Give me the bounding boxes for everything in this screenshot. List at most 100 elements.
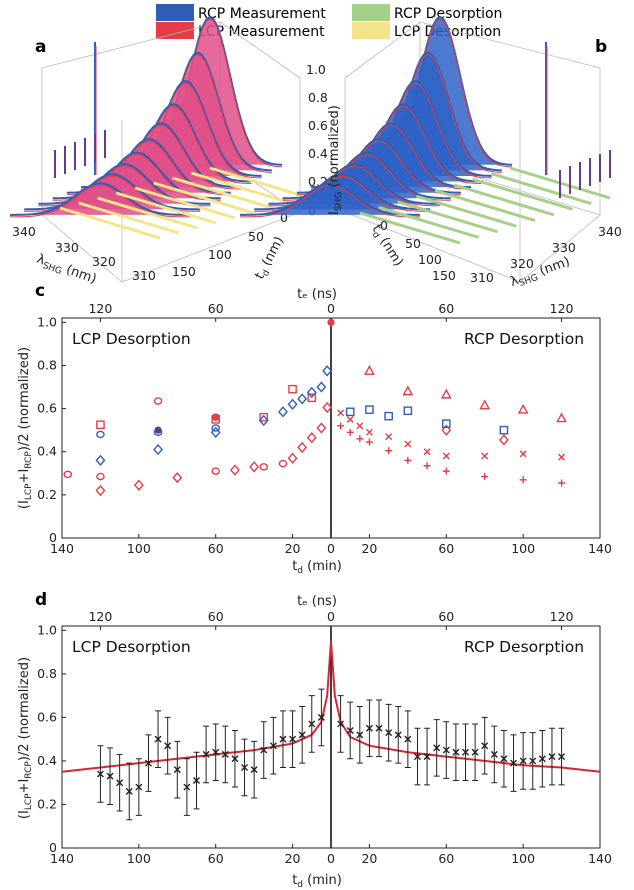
desorption-stripe xyxy=(490,172,592,206)
data-point-x xyxy=(173,766,181,774)
data-point-diamond xyxy=(172,471,183,484)
x-tick-label: 20 xyxy=(361,541,377,556)
data-point-square xyxy=(345,407,355,417)
panel-d-axes: 140 100 60 20 0 20 60 100 140 120 60 0 60 120 0 0.2 0.4 0… xyxy=(37,609,612,866)
data-point-diamond xyxy=(316,381,327,393)
data-point-x xyxy=(413,753,421,761)
panel-c-label: c xyxy=(35,281,45,301)
data-point-x xyxy=(356,422,364,430)
spectrum-fill xyxy=(240,183,420,215)
data-point-x xyxy=(202,750,210,758)
data-point-plus xyxy=(404,456,412,464)
top-tick-label: 0 xyxy=(327,301,335,316)
panel-b-lambda-tick: 320 xyxy=(510,256,534,271)
data-point-circle xyxy=(153,397,163,405)
panel-a-label: a xyxy=(35,37,46,57)
x-tick-label: 0 xyxy=(327,851,335,866)
data-point-x xyxy=(404,735,412,743)
data-point-plus xyxy=(356,435,364,443)
data-point-triangle xyxy=(402,385,414,396)
data-point-triangle xyxy=(517,403,529,414)
x-tick-label: 20 xyxy=(361,851,377,866)
data-point-diamond xyxy=(249,461,260,473)
data-point-x xyxy=(452,748,460,756)
data-point-square xyxy=(403,406,413,416)
top-tick-label: 120 xyxy=(88,609,112,624)
panel-b-label: b xyxy=(595,37,607,57)
data-point-x xyxy=(490,750,498,758)
data-point-x xyxy=(212,748,220,756)
panel-a-td-tick: 0 xyxy=(280,210,288,225)
x-tick-label: 60 xyxy=(438,851,454,866)
data-point-x xyxy=(337,720,345,728)
y-tick-label: 0.4 xyxy=(37,753,57,768)
data-point-triangle xyxy=(364,364,375,375)
data-point-x xyxy=(481,452,489,460)
data-point-x xyxy=(442,746,450,754)
top-tick-label: 120 xyxy=(550,609,574,624)
desorption-stripe xyxy=(153,181,255,215)
data-point-plus xyxy=(365,438,373,446)
panel-a-lambda-tick: 320 xyxy=(92,254,116,269)
data-point-triangle xyxy=(440,388,452,399)
data-point-x xyxy=(510,759,518,767)
legend: RCP Measurement LCP Measurement RCP Deso… xyxy=(156,4,502,40)
data-point-x xyxy=(193,777,200,785)
panel-b-td-tick: 100 xyxy=(418,252,442,267)
x-tick-label: 100 xyxy=(511,541,535,556)
y-tick-label: 0.2 xyxy=(37,796,57,811)
panel-b-lambda-tick: 340 xyxy=(598,224,622,239)
data-point-x xyxy=(298,731,306,739)
y-tick-label: 0.8 xyxy=(37,357,57,372)
desorption-stripe xyxy=(78,201,180,235)
data-point-x xyxy=(404,440,412,448)
panel-a: a 0 0.2 0.4 0.6 0.8 1.0 0 50 100 150 td … xyxy=(10,15,328,287)
x-tick-label: 20 xyxy=(285,541,301,556)
panel-c-data-points xyxy=(63,318,567,497)
panel-d-data-points xyxy=(96,688,566,821)
data-point-x xyxy=(519,757,527,765)
data-point-circle xyxy=(211,467,221,475)
data-point-x xyxy=(538,755,546,763)
data-point-diamond xyxy=(297,441,308,454)
y-tick-label: 0 xyxy=(49,840,57,855)
data-point-x xyxy=(394,731,402,739)
panel-a-z-tick: 0.4 xyxy=(308,146,328,161)
panel-b-spectra xyxy=(240,15,611,245)
desorption-stripe xyxy=(359,211,461,245)
spectrum-line-rcp xyxy=(240,182,420,216)
desorption-stripe xyxy=(97,196,198,230)
data-point-x xyxy=(221,750,229,758)
data-point-diamond xyxy=(230,464,240,476)
top-tick-label: 60 xyxy=(438,609,454,624)
data-point-x xyxy=(558,753,566,761)
data-point-diamond xyxy=(306,432,317,444)
panel-b-z-axis-label: ISHG (normalized) xyxy=(327,105,344,215)
panel-b-td-ticks: 0 50 100 150 xyxy=(380,218,456,283)
data-point-x xyxy=(337,409,345,417)
data-point-plus xyxy=(442,467,450,475)
data-point-x xyxy=(346,415,354,423)
data-point-diamond xyxy=(287,398,298,410)
data-point-square xyxy=(499,425,509,435)
panel-c-rcp-region-label: RCP Desorption xyxy=(464,330,584,348)
data-point-x xyxy=(500,755,508,763)
panel-b-td-tick: 0 xyxy=(380,218,388,233)
panel-b-lambda-tick: 330 xyxy=(552,240,576,255)
legend-label-lcp-measurement: LCP Measurement xyxy=(198,24,325,40)
data-point-diamond xyxy=(322,401,333,414)
data-point-circle xyxy=(259,463,269,471)
data-point-diamond xyxy=(153,443,163,456)
data-point-x xyxy=(106,772,114,780)
spectrum-line-rcp xyxy=(10,182,190,216)
panel-a-lambda-tick: 310 xyxy=(132,268,156,283)
top-tick-label: 0 xyxy=(327,609,335,624)
data-point-circle xyxy=(63,470,73,479)
panel-a-td-tick: 150 xyxy=(172,264,196,279)
data-point-x xyxy=(269,742,277,750)
data-point-x xyxy=(385,729,393,737)
data-point-x xyxy=(260,746,268,754)
data-point-x xyxy=(289,735,297,743)
data-point-x xyxy=(154,735,162,743)
